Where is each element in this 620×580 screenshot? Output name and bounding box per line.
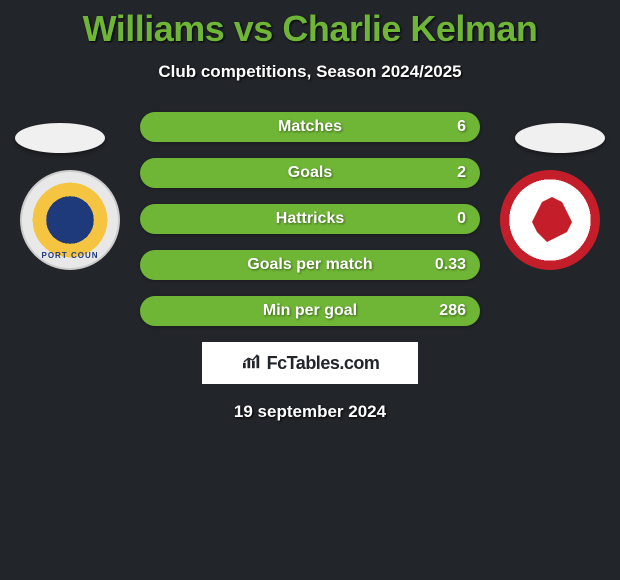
brand-box: FcTables.com xyxy=(202,342,418,384)
stat-row: Goals per match 0.33 xyxy=(140,250,480,280)
stats-container: Matches 6 Goals 2 Hattricks 0 Goals per … xyxy=(140,112,480,326)
stat-row: Goals 2 xyxy=(140,158,480,188)
stat-row: Hattricks 0 xyxy=(140,204,480,234)
flag-left-icon xyxy=(15,123,105,153)
stat-value: 6 xyxy=(457,118,466,136)
date-label: 19 september 2024 xyxy=(0,402,620,422)
stat-label: Goals xyxy=(288,164,332,182)
stat-label: Min per goal xyxy=(263,302,357,320)
chart-icon xyxy=(241,352,263,375)
stat-value: 0.33 xyxy=(435,256,466,274)
club-badge-right-icon xyxy=(500,170,600,270)
stat-row: Matches 6 xyxy=(140,112,480,142)
subtitle: Club competitions, Season 2024/2025 xyxy=(0,62,620,82)
stat-label: Hattricks xyxy=(276,210,344,228)
stat-label: Goals per match xyxy=(247,256,372,274)
stat-value: 286 xyxy=(439,302,466,320)
brand-label: FcTables.com xyxy=(267,353,380,374)
club-badge-left-icon xyxy=(20,170,120,270)
stat-label: Matches xyxy=(278,118,342,136)
stat-value: 2 xyxy=(457,164,466,182)
stat-value: 0 xyxy=(457,210,466,228)
flag-right-icon xyxy=(515,123,605,153)
stat-row: Min per goal 286 xyxy=(140,296,480,326)
page-title: Williams vs Charlie Kelman xyxy=(0,0,620,50)
